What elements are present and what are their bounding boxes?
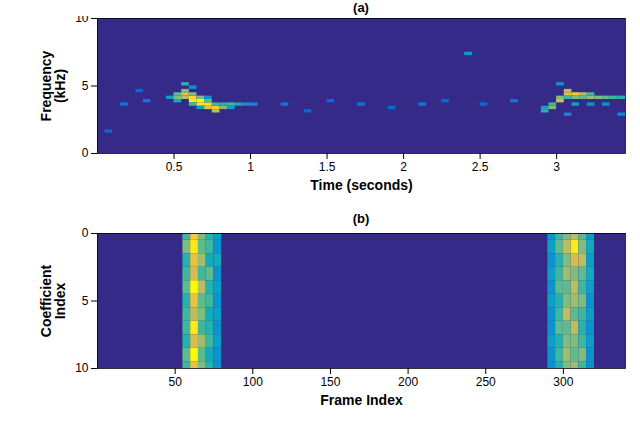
svg-text:CoefficientIndex: CoefficientIndex [38, 264, 68, 337]
svg-text:0: 0 [82, 227, 89, 240]
svg-text:Frequency(kHz): Frequency(kHz) [38, 50, 68, 121]
html-text:(a): (a) [353, 0, 369, 15]
svg-text:300: 300 [553, 375, 573, 389]
svg-text:2.5: 2.5 [472, 160, 489, 174]
svg-text:3: 3 [553, 160, 560, 174]
svg-text:5: 5 [82, 79, 89, 93]
svg-text:10: 10 [75, 361, 89, 375]
svg-text:250: 250 [476, 375, 496, 389]
svg-text:2: 2 [400, 160, 407, 174]
svg-text:0.5: 0.5 [166, 160, 183, 174]
svg-text:150: 150 [320, 375, 340, 389]
svg-text:10: 10 [75, 16, 89, 25]
svg-text:200: 200 [398, 375, 418, 389]
svg-text:0: 0 [82, 146, 89, 160]
html-text:(b): (b) [352, 211, 370, 226]
svg-text:1.5: 1.5 [319, 160, 336, 174]
svg-text:Frame Index: Frame Index [320, 392, 403, 408]
svg-text:5: 5 [82, 294, 89, 308]
svg-text:1: 1 [247, 160, 254, 174]
svg-text:50: 50 [168, 375, 182, 389]
svg-text:Time (seconds): Time (seconds) [310, 177, 412, 193]
svg-text:100: 100 [243, 375, 263, 389]
